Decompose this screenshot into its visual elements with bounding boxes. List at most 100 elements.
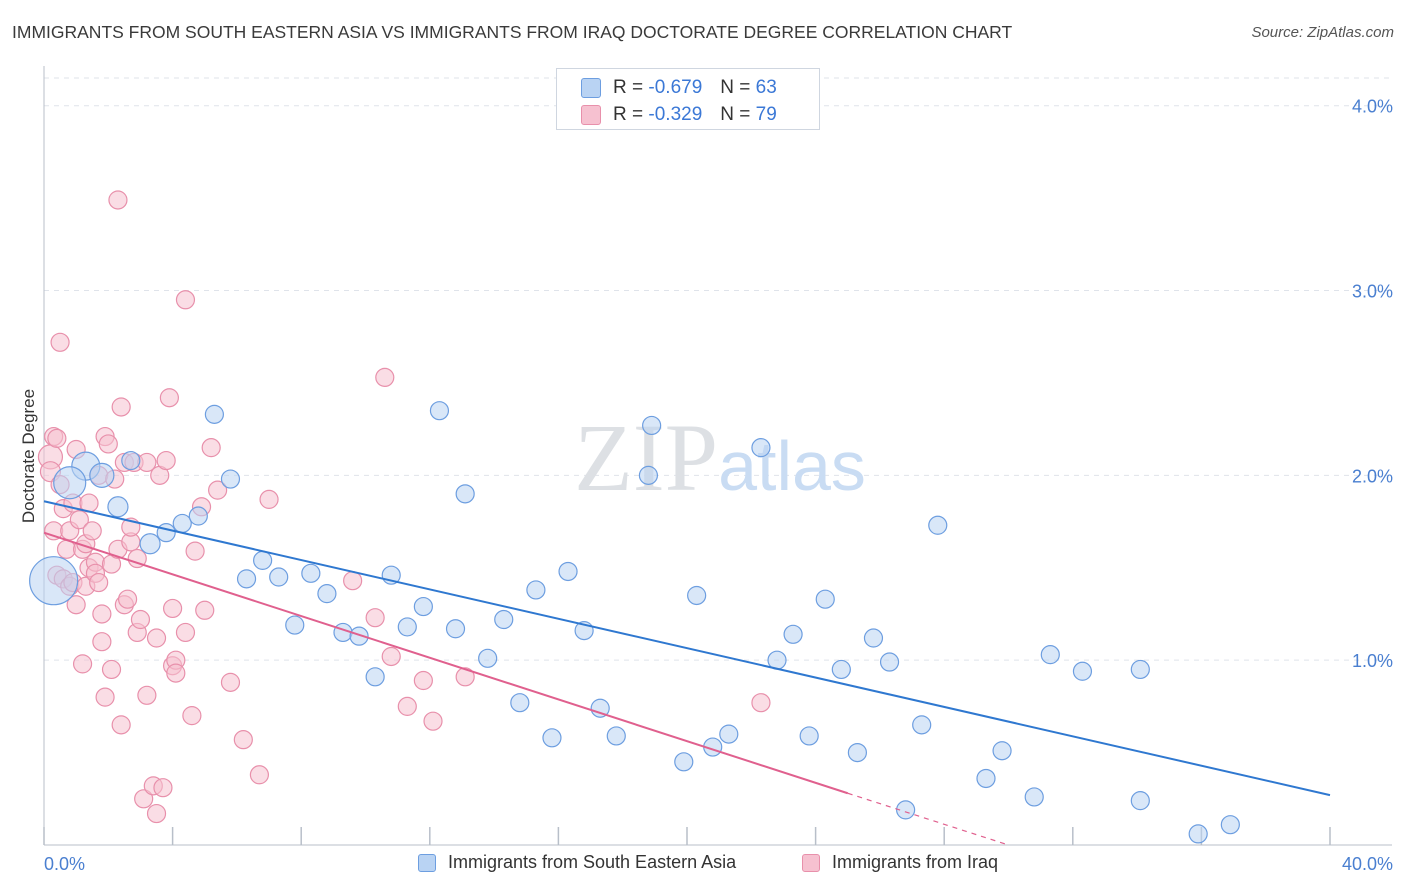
data-point: [236, 569, 257, 589]
data-point: [53, 466, 87, 500]
chart-source: Source: ZipAtlas.com: [1251, 24, 1394, 41]
x-tick-label: 40.0%: [1342, 854, 1393, 874]
data-point: [912, 715, 932, 735]
data-point: [455, 667, 475, 687]
data-point: [249, 765, 270, 785]
legend-swatch-iraq: [802, 853, 820, 872]
data-point: [188, 506, 208, 526]
data-point: [976, 768, 996, 789]
data-point: [799, 726, 819, 746]
data-point: [185, 541, 205, 561]
data-point: [815, 589, 835, 609]
data-point: [195, 600, 215, 620]
data-point: [259, 489, 279, 509]
data-point: [365, 608, 385, 628]
data-point: [455, 484, 475, 504]
data-point: [1188, 824, 1208, 844]
data-point: [397, 696, 417, 716]
data-point: [146, 628, 167, 648]
r-label: R =: [613, 77, 644, 98]
data-point: [95, 687, 115, 707]
data-point: [127, 548, 147, 569]
trend-line-iraq: [43, 531, 849, 795]
data-point: [153, 778, 173, 798]
data-point: [175, 622, 196, 643]
y-tick-label: 1.0%: [1352, 651, 1393, 671]
data-point: [510, 693, 530, 713]
r-value: -0.329: [648, 104, 703, 125]
data-point: [69, 510, 89, 530]
data-point: [172, 513, 192, 534]
data-point: [156, 523, 176, 543]
data-point: [478, 648, 498, 668]
tick-labels: 1.0% 2.0% 3.0% 4.0% 0.0% 40.0%: [44, 97, 1393, 874]
data-point: [1072, 661, 1093, 681]
data-point: [365, 667, 385, 687]
data-point: [1024, 787, 1044, 807]
data-point: [751, 438, 771, 458]
data-point: [253, 550, 273, 570]
data-point: [301, 563, 321, 583]
chart-title: IMMIGRANTS FROM SOUTH EASTERN ASIA VS IM…: [12, 22, 1013, 42]
stats-row-iraq: R = -0.329 N = 79: [581, 104, 777, 126]
data-point: [111, 397, 131, 417]
data-point: [638, 465, 659, 485]
data-point: [146, 803, 167, 824]
data-point: [526, 580, 546, 600]
series-sea-points: [29, 401, 1240, 844]
data-point: [66, 595, 86, 615]
data-point: [558, 561, 578, 582]
data-point: [590, 698, 610, 718]
r-label: R =: [613, 104, 644, 125]
sea-swatch: [581, 78, 601, 98]
legend-swatch-sea: [418, 853, 436, 872]
stats-row-sea: R = -0.679 N = 63: [581, 77, 777, 99]
data-point: [413, 670, 433, 691]
data-point: [896, 800, 916, 820]
data-point: [642, 415, 662, 436]
data-point: [1130, 659, 1150, 680]
data-point: [111, 715, 131, 735]
data-point: [130, 609, 151, 630]
data-point: [343, 571, 363, 591]
data-point: [928, 515, 948, 535]
data-point: [233, 730, 253, 750]
data-point: [269, 567, 289, 587]
data-point: [47, 428, 67, 448]
data-point: [137, 685, 157, 705]
data-point: [687, 585, 707, 606]
data-point: [208, 480, 228, 500]
data-point: [783, 624, 803, 644]
data-point: [82, 521, 102, 541]
data-point: [751, 693, 771, 713]
data-point: [121, 450, 141, 471]
data-point: [1130, 791, 1150, 811]
data-point: [1040, 645, 1060, 665]
data-point: [182, 706, 202, 726]
data-point: [89, 462, 115, 488]
bottom-legend: Immigrants from South Eastern Asia Immig…: [0, 852, 1406, 878]
data-point: [159, 388, 179, 408]
n-label: N =: [720, 77, 751, 98]
data-point: [134, 789, 154, 809]
data-point: [285, 615, 305, 635]
data-point: [72, 654, 93, 674]
data-point: [349, 626, 369, 646]
data-point: [101, 659, 122, 680]
data-point: [423, 711, 443, 731]
data-point: [445, 619, 466, 639]
watermark: ZIPatlas: [574, 404, 866, 511]
data-point: [156, 450, 176, 471]
series-iraq-points: [37, 190, 771, 824]
data-point: [381, 646, 401, 667]
data-point: [204, 404, 224, 424]
data-point: [220, 672, 241, 692]
trend-line-iraq-extension: [847, 792, 1009, 846]
data-point: [847, 742, 867, 763]
legend-item-sea[interactable]: Immigrants from South Eastern Asia: [418, 852, 736, 873]
data-point: [863, 628, 884, 648]
legend-item-iraq[interactable]: Immigrants from Iraq: [802, 852, 998, 873]
data-point: [375, 367, 395, 388]
data-point: [107, 496, 129, 518]
n-label: N =: [720, 104, 751, 125]
